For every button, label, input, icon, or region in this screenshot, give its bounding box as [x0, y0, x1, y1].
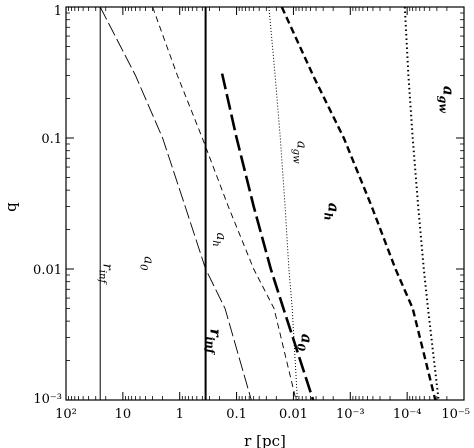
x-tick-label: 0.1 [226, 407, 247, 422]
curve-label: rinf [203, 329, 224, 356]
y-tick-labels: 1 0.1 0.01 10⁻³ [33, 4, 62, 407]
curve-label-text: a0 [137, 256, 155, 271]
curve-thin-dash [152, 6, 297, 401]
x-tick-labels: 10² 10 1 0.1 0.01 10⁻³ 10⁻⁴ 10⁻⁵ [55, 407, 470, 422]
curve-label-text: rinf [203, 329, 224, 356]
curve-label-symbol: a [439, 86, 457, 96]
x-tick-label: 10⁻³ [336, 407, 365, 422]
curve-label-symbol: a [298, 334, 316, 344]
x-tick-label: 1 [176, 407, 184, 422]
curve-label: a0 [137, 256, 155, 271]
curve-label-text: ah [210, 233, 228, 247]
curve-label: ah [210, 233, 228, 247]
y-tick-label: 0.1 [41, 132, 62, 147]
curve-label: ah [322, 203, 343, 221]
y-tick-label: 1 [54, 4, 62, 19]
curve-label-symbol: a [293, 141, 308, 149]
curve-label: agw [290, 141, 308, 164]
curve-label: a0 [295, 334, 316, 352]
x-tick-label: 10⁻⁵ [441, 407, 470, 422]
curve-label-subscript: 0 [295, 344, 308, 352]
axis-ticks [65, 6, 465, 401]
curve-label-symbol: r [99, 264, 114, 271]
x-tick-label: 10² [55, 407, 77, 422]
curve-label: rinf [96, 264, 114, 286]
curve-label-subscript: inf [203, 337, 216, 356]
y-axis-label: q [2, 202, 20, 212]
curve-label-symbol: a [213, 233, 228, 241]
curve-label-subscript: 0 [137, 264, 148, 271]
curve-label-subscript: h [322, 213, 335, 221]
x-axis-label: r [pc] [244, 432, 286, 448]
curve-label-symbol: r [206, 329, 224, 338]
curve-label-subscript: gw [436, 96, 449, 114]
curve-label-text: rinf [96, 264, 114, 286]
curve-thin-long-dash [99, 6, 252, 401]
curve-label-text: agw [290, 141, 308, 164]
curve-label-text: a0 [295, 334, 316, 352]
curve-thick-long-dash [220, 73, 315, 401]
x-tick-label: 0.01 [279, 407, 308, 422]
curve-label-subscript: inf [96, 270, 107, 286]
curve-label-text: ah [322, 203, 343, 221]
y-tick-label: 0.01 [33, 263, 62, 278]
curve-thick-dot [403, 6, 440, 401]
y-tick-label: 10⁻³ [33, 392, 62, 407]
curve-label-subscript: h [210, 240, 221, 246]
plot-frame [65, 6, 465, 401]
curve-label-symbol: a [325, 203, 343, 213]
curve-label-text: agw [436, 86, 457, 113]
x-tick-label: 10 [115, 407, 132, 422]
curve-label-symbol: a [140, 256, 155, 264]
x-tick-label: 10⁻⁴ [393, 407, 422, 422]
curve-label-subscript: gw [290, 149, 301, 164]
curve-label: agw [436, 86, 457, 113]
chart-curves [99, 6, 440, 401]
